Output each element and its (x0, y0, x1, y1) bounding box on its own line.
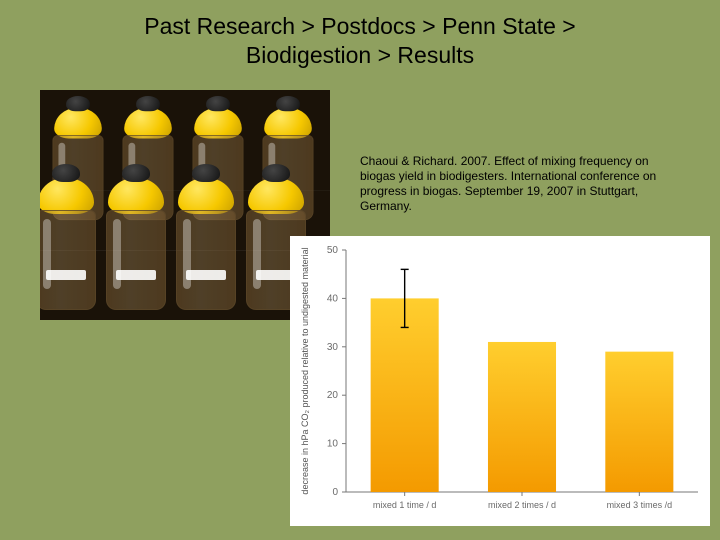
jar (40, 178, 96, 310)
svg-text:decrease in hPa CO₂ produced r: decrease in hPa CO₂ produced relative to… (300, 247, 310, 494)
svg-text:0: 0 (332, 487, 338, 498)
jar-row (40, 90, 330, 320)
svg-text:50: 50 (327, 245, 339, 256)
svg-text:30: 30 (327, 342, 339, 353)
citation-text: Chaoui & Richard. 2007. Effect of mixing… (360, 154, 680, 214)
svg-text:mixed 3 times /d: mixed 3 times /d (607, 500, 673, 510)
svg-text:20: 20 (327, 390, 339, 401)
svg-text:40: 40 (327, 293, 339, 304)
jar (106, 178, 166, 310)
biogas-bar-chart: 0 10 20 30 40 50 decrease in hPa CO₂ produced … (290, 236, 710, 526)
breadcrumb-line2: Biodigestion > Results (246, 42, 474, 68)
breadcrumb-line1: Past Research > Postdocs > Penn State > (144, 13, 576, 39)
jars-photo (40, 90, 330, 320)
svg-text:10: 10 (327, 439, 339, 450)
breadcrumb: Past Research > Postdocs > Penn State > … (0, 12, 720, 70)
svg-text:mixed 1 time / d: mixed 1 time / d (373, 500, 437, 510)
svg-text:mixed 2 times / d: mixed 2 times / d (488, 500, 556, 510)
jar (176, 178, 236, 310)
